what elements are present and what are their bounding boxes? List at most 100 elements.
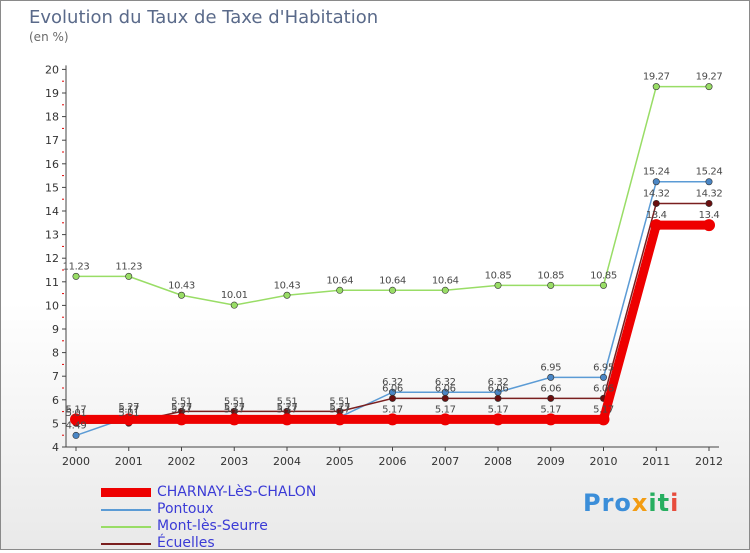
data-label: 5.01 xyxy=(118,408,139,419)
series-lines xyxy=(70,83,715,439)
legend-swatch-mont-les-seurre xyxy=(101,526,151,528)
data-point xyxy=(230,301,238,309)
y-tick-label: 20 xyxy=(45,63,59,76)
legend-swatch-pontoux xyxy=(101,509,151,511)
data-label: 5.17 xyxy=(66,404,87,415)
data-point xyxy=(705,178,713,186)
y-tick-label: 7 xyxy=(52,370,59,383)
y-tick-label: 16 xyxy=(45,158,59,171)
data-label: 5.17 xyxy=(224,404,245,415)
data-label: 19.27 xyxy=(643,72,670,83)
data-label: 6.06 xyxy=(593,383,614,394)
data-label: 5.17 xyxy=(435,404,456,415)
x-tick-label: 2011 xyxy=(642,455,670,468)
data-label: 5.27 xyxy=(224,402,245,413)
x-tick-label: 2001 xyxy=(115,455,143,468)
y-tick-label: 4 xyxy=(52,441,59,454)
data-label: 19.27 xyxy=(696,72,723,83)
y-tick-label: 8 xyxy=(52,347,59,360)
data-label: 10.64 xyxy=(432,275,459,286)
data-label: 6.06 xyxy=(435,383,456,394)
x-tick-label: 2003 xyxy=(220,455,248,468)
data-point xyxy=(72,272,80,280)
data-point xyxy=(547,281,555,289)
data-label: 10.85 xyxy=(537,270,564,281)
chart-unit-label: (en %) xyxy=(29,30,69,44)
data-point xyxy=(599,281,607,289)
data-label: 5.27 xyxy=(171,402,192,413)
y-tick-label: 11 xyxy=(45,276,59,289)
y-tick-label: 17 xyxy=(45,134,59,147)
y-tick-label: 9 xyxy=(52,323,59,336)
data-label: 6.95 xyxy=(540,362,561,373)
y-tick-label: 12 xyxy=(45,252,59,265)
data-label: 13.4 xyxy=(646,210,667,221)
data-point xyxy=(544,413,557,426)
data-label: 14.32 xyxy=(643,188,670,199)
data-point xyxy=(122,413,135,426)
data-point xyxy=(439,413,452,426)
data-label: 6.32 xyxy=(488,377,509,388)
data-point xyxy=(386,413,399,426)
data-point xyxy=(652,199,660,207)
legend-swatch-charnay xyxy=(101,488,151,497)
x-tick-label: 2002 xyxy=(168,455,196,468)
data-point xyxy=(178,291,186,299)
data-point xyxy=(705,199,713,207)
data-label: 10.43 xyxy=(274,280,301,291)
data-label: 5.17 xyxy=(593,404,614,415)
data-label: 11.23 xyxy=(115,261,142,272)
chart-title: Evolution du Taux de Taxe d'Habitation xyxy=(29,7,379,28)
data-point xyxy=(175,413,188,426)
data-point xyxy=(547,394,555,402)
y-tick-label: 6 xyxy=(52,394,59,407)
y-tick-label: 14 xyxy=(45,205,59,218)
data-point xyxy=(281,413,293,426)
legend-label-mont-les-seurre: Mont-lès-Seurre xyxy=(157,518,268,534)
data-label: 5.17 xyxy=(329,404,350,415)
data-label: 15.24 xyxy=(696,167,723,178)
y-tick-label: 13 xyxy=(45,229,59,242)
data-point xyxy=(388,394,396,402)
data-label: 10.64 xyxy=(326,275,353,286)
data-point xyxy=(441,286,449,294)
y-tick-label: 5 xyxy=(52,417,59,430)
data-label: 10.85 xyxy=(485,270,512,281)
data-point xyxy=(652,83,660,91)
data-point xyxy=(228,413,241,426)
data-point xyxy=(388,286,396,294)
data-label: 5.01 xyxy=(66,408,87,419)
data-point xyxy=(283,291,291,299)
legend-label-pontoux: Pontoux xyxy=(157,501,214,517)
data-label: 6.06 xyxy=(540,383,561,394)
data-label: 5.17 xyxy=(118,404,139,415)
data-label: 6.32 xyxy=(435,377,456,388)
data-point xyxy=(72,431,80,439)
y-tick-label: 10 xyxy=(45,299,59,312)
data-label: 5.17 xyxy=(171,404,192,415)
data-label: 15.24 xyxy=(643,167,670,178)
legend-label-ecuelles: Écuelles xyxy=(157,535,215,551)
legend-label-charnay: CHARNAY-LèS-CHALON xyxy=(157,484,317,500)
data-point xyxy=(441,394,449,402)
data-point xyxy=(597,413,610,426)
y-tick-label: 15 xyxy=(45,181,59,194)
data-point xyxy=(652,178,660,186)
x-tick-label: 2012 xyxy=(695,455,723,468)
data-point xyxy=(125,272,133,280)
data-label: 5.51 xyxy=(224,396,245,407)
data-label: 14.32 xyxy=(696,188,723,199)
data-point xyxy=(492,413,504,426)
data-label: 10.85 xyxy=(590,270,617,281)
y-tick-label: 19 xyxy=(45,87,59,100)
x-tick-label: 2004 xyxy=(273,455,301,468)
data-point xyxy=(494,281,502,289)
data-label: 5.17 xyxy=(488,404,509,415)
legend-swatch-ecuelles xyxy=(101,543,151,545)
data-point xyxy=(599,373,607,381)
data-label: 6.06 xyxy=(488,383,509,394)
data-labels: 5.17 5.17 5.17 5.17 5.17 5.17 5.17 5.17 5.17 5.17… xyxy=(63,72,723,432)
data-label: 11.23 xyxy=(63,261,90,272)
